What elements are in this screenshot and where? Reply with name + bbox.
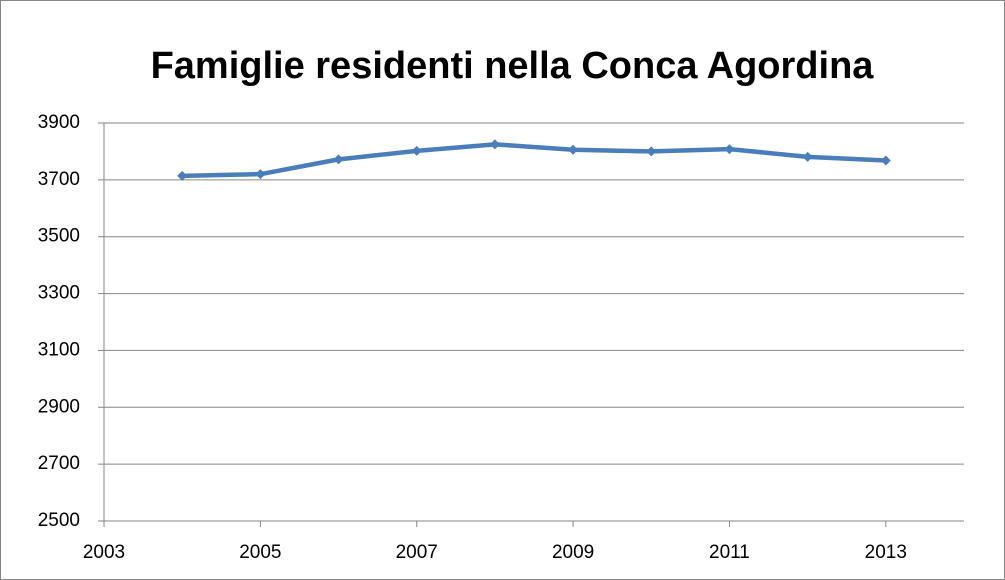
- x-tick-label: 2003: [83, 542, 125, 563]
- data-point: [333, 154, 344, 165]
- chart-title: Famiglie residenti nella Conca Agordina: [151, 45, 875, 87]
- data-point: [802, 151, 813, 162]
- x-tick-label: 2007: [396, 542, 438, 563]
- x-tick-label: 2011: [709, 542, 750, 563]
- data-point: [255, 169, 266, 180]
- y-tick-label: 2700: [38, 453, 80, 474]
- y-tick-label: 3700: [38, 169, 80, 190]
- y-tick-label: 3100: [38, 339, 80, 360]
- data-point: [646, 146, 657, 157]
- y-tick-label: 2900: [38, 396, 80, 417]
- x-tick-label: 2005: [239, 542, 281, 563]
- data-point: [880, 155, 891, 166]
- data-point: [724, 144, 735, 155]
- x-tick-label: 2013: [865, 542, 907, 563]
- y-tick-label: 3300: [38, 283, 80, 304]
- data-point: [489, 139, 500, 150]
- data-point: [568, 144, 579, 155]
- y-tick-label: 3900: [38, 112, 80, 133]
- y-tick-label: 3500: [38, 226, 80, 247]
- x-tick-label: 2009: [552, 542, 594, 563]
- data-point: [177, 170, 188, 181]
- series-line: [182, 142, 886, 179]
- data-point: [411, 145, 422, 156]
- y-tick-label: 2500: [38, 510, 80, 531]
